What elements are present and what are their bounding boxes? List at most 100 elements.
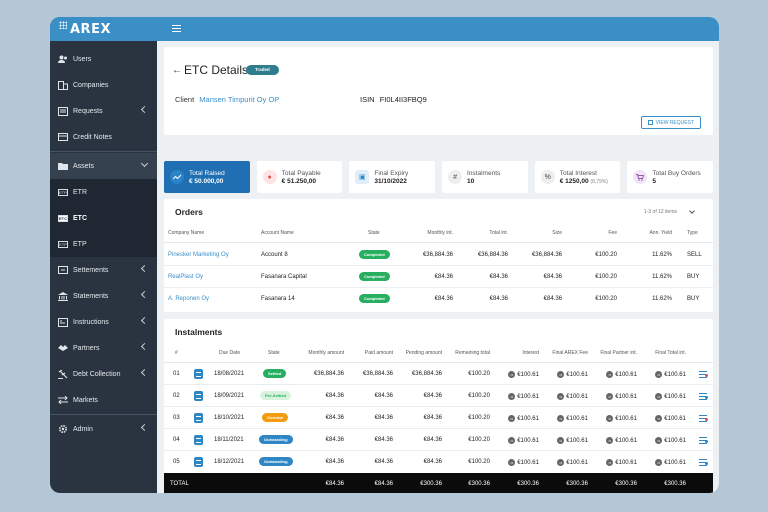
fee: €100.20	[595, 296, 617, 302]
column-header: Monthly amount	[308, 350, 344, 356]
ann-yield: 11.62%	[652, 274, 672, 280]
sidebar-item-instructions[interactable]: Instructions	[50, 309, 157, 335]
sidebar-subitem-etc[interactable]: ETC ETC	[50, 205, 157, 231]
document-icon[interactable]	[194, 413, 203, 423]
paid-amount: €36,884.36	[362, 371, 393, 377]
table-row[interactable]: Pinesker Marketing Oy Account 8 Complete…	[164, 244, 713, 266]
column-header: Paid amount	[364, 350, 393, 356]
sidebar-item-label: Admin	[73, 425, 93, 433]
remaining-total: €100.20	[468, 437, 490, 443]
info-dot-icon: ••	[655, 437, 663, 444]
total-value: €100.61	[664, 438, 686, 445]
sidebar-item-statements[interactable]: Statements	[50, 283, 157, 309]
monthly-amount: €84.36	[325, 393, 344, 399]
list-detail-icon[interactable]	[699, 459, 708, 466]
top-bar	[157, 17, 719, 41]
status-badge: Outstanding	[259, 457, 293, 466]
arex-fee: •• €100.61	[544, 371, 588, 378]
list-detail-icon[interactable]	[699, 393, 708, 400]
ann-yield: 11.62%	[652, 252, 672, 258]
paid-amount: €84.36	[374, 393, 393, 399]
paid-amount: €84.36	[374, 437, 393, 443]
company-link[interactable]: A. Reponen Oy	[168, 296, 210, 302]
table-row[interactable]: A. Reponen Oy Fasanara 14 Completed €84.…	[164, 288, 713, 310]
monthly-amount: €84.36	[325, 415, 344, 421]
ann-yield: 11.62%	[652, 296, 672, 302]
column-header: Account Name	[261, 230, 294, 236]
total-partner: €300.36	[615, 481, 637, 487]
info-dot-icon: ••	[557, 371, 565, 378]
client-link[interactable]: Mansen Timpurit Oy OP	[199, 95, 280, 104]
table-row[interactable]: 03 18/10/2021 Overdue €84.36 €84.36 €84.…	[164, 407, 713, 429]
stat-label: Final Expiry	[374, 169, 409, 177]
column-header: Fee	[608, 230, 617, 236]
sidebar-item-settements[interactable]: Settements	[50, 257, 157, 283]
info-dot-icon: ••	[508, 393, 516, 400]
page-title: ETC Details	[184, 63, 249, 77]
transfer-icon	[58, 395, 68, 405]
document-icon[interactable]	[194, 457, 203, 467]
hamburger-menu-icon[interactable]	[172, 25, 181, 32]
company-link[interactable]: Pinesker Marketing Oy	[168, 252, 229, 258]
list-detail-icon[interactable]	[699, 437, 708, 444]
sidebar-subitem-etr[interactable]: ETR ETR	[50, 179, 157, 205]
sidebar-item-users[interactable]: Users	[50, 46, 157, 72]
company-link[interactable]: RealPlast Oy	[168, 274, 204, 280]
partner-int: •• €100.61	[589, 437, 637, 444]
info-dot-icon: ••	[557, 437, 565, 444]
column-header: Size	[552, 230, 562, 236]
stat-instalments: # Instalments 10	[442, 161, 528, 193]
table-row[interactable]: 02 18/09/2021 Pre-Settled €84.36 €84.36 …	[164, 385, 713, 407]
sidebar-subitem-etp[interactable]: ETP ETP	[50, 231, 157, 257]
partner-int: •• €100.61	[589, 393, 637, 400]
instructions-icon	[58, 317, 68, 327]
instalments-card: Instalments # Due Date State Monthly amo…	[164, 319, 713, 493]
sidebar-item-assets[interactable]: Assets	[50, 153, 157, 179]
stat-value-sub: (8,79%)	[590, 178, 608, 185]
sidebar-item-requests[interactable]: Requests	[50, 98, 157, 124]
column-header: Final Partner int.	[600, 350, 637, 356]
sidebar-item-admin[interactable]: Admin	[50, 416, 157, 442]
chevron-down-icon[interactable]	[689, 208, 695, 214]
interest: •• €100.61	[499, 415, 539, 422]
account-name: Fasanara Capital	[261, 274, 307, 280]
client-row: Client Mansen Timpurit Oy OP	[175, 95, 279, 104]
sidebar-subitem-label: ETR	[73, 188, 87, 196]
view-request-button[interactable]: VIEW REQUEST	[640, 116, 701, 129]
isin-row: ISIN FI0L4II3FBQ9	[360, 95, 427, 104]
logo[interactable]: AREX	[50, 17, 157, 41]
sidebar-item-debt-collection[interactable]: Debt Collection	[50, 361, 157, 387]
due-date: 18/10/2021	[214, 415, 245, 421]
sidebar-item-partners[interactable]: Partners	[50, 335, 157, 361]
sidebar-item-companies[interactable]: Companies	[50, 72, 157, 98]
arex-value: €100.61	[566, 372, 588, 379]
monthly-amount: €36,884.36	[313, 371, 344, 377]
remaining-total: €100.20	[468, 415, 490, 421]
chevron-left-icon	[140, 290, 149, 299]
table-row[interactable]: RealPlast Oy Fasanara Capital Completed …	[164, 266, 713, 288]
list-detail-icon[interactable]	[699, 371, 708, 378]
table-row[interactable]: 05 18/12/2021 Outstanding €84.36 €84.36 …	[164, 451, 713, 473]
document-icon[interactable]	[194, 369, 203, 379]
back-arrow-icon[interactable]: ←	[172, 65, 182, 76]
pending-amount: €84.36	[423, 437, 442, 443]
document-icon[interactable]	[194, 435, 203, 445]
table-row[interactable]: 01 18/08/2021 Settled €36,884.36 €36,884…	[164, 363, 713, 385]
sidebar-item-markets[interactable]: Markets	[50, 387, 157, 413]
etc-badge-icon: ETC	[58, 214, 68, 222]
interest-value: €100.61	[517, 438, 539, 445]
users-icon	[58, 54, 68, 64]
stat-value: 5	[652, 177, 656, 185]
column-header: Final AREX Fee	[552, 350, 588, 356]
requests-icon	[58, 106, 68, 116]
info-dot-icon: ••	[655, 393, 663, 400]
total-label: TOTAL	[170, 481, 189, 487]
list-detail-icon[interactable]	[699, 415, 708, 422]
document-icon[interactable]	[194, 391, 203, 401]
table-row[interactable]: 04 18/11/2021 Outstanding €84.36 €84.36 …	[164, 429, 713, 451]
gavel-icon	[58, 369, 68, 379]
column-header: State	[368, 230, 380, 236]
logo-text: AREX	[70, 21, 111, 37]
sidebar-item-credit-notes[interactable]: Credit Notes	[50, 124, 157, 150]
total-interest: €300.36	[517, 481, 539, 487]
